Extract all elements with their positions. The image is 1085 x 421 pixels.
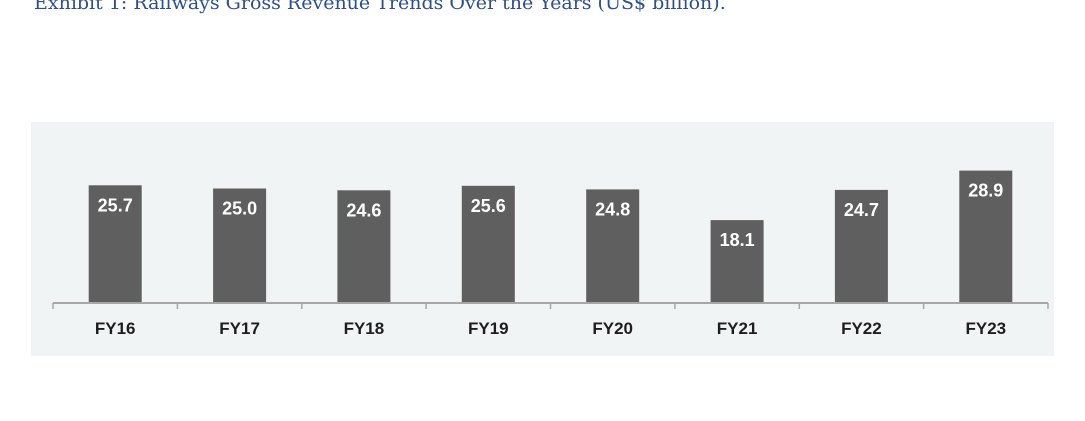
bar-value-label-fy20: 24.8 <box>595 199 630 219</box>
bar-value-label-fy19: 25.6 <box>471 196 506 216</box>
bar-fy20 <box>586 189 640 303</box>
bar-value-label-fy22: 24.7 <box>844 200 879 220</box>
bar-fy17 <box>213 188 267 303</box>
bar-value-label-fy21: 18.1 <box>720 230 755 250</box>
x-axis <box>52 302 1049 309</box>
chart-title: Exhibit 1: Railways Gross Revenue Trends… <box>34 0 726 14</box>
x-tick-label-fy18: FY18 <box>344 319 385 338</box>
x-tick-label-fy21: FY21 <box>717 319 758 338</box>
x-tick-label-fy20: FY20 <box>592 319 633 338</box>
x-tick-label-fy22: FY22 <box>841 319 882 338</box>
bar-value-label-fy18: 24.6 <box>346 200 381 220</box>
x-tick-label-fy16: FY16 <box>95 319 136 338</box>
bar-fy19 <box>461 185 515 303</box>
bars-group: 25.7 25.0 24.6 25.6 24.8 18.1 24.7 28.9 <box>88 170 1013 303</box>
bar-fy23 <box>959 170 1013 303</box>
x-tick-label-fy23: FY23 <box>965 319 1006 338</box>
bar-value-label-fy23: 28.9 <box>968 181 1003 201</box>
x-tick-label-fy19: FY19 <box>468 319 509 338</box>
x-tick-label-fy17: FY17 <box>219 319 260 338</box>
bar-fy18 <box>337 190 391 303</box>
bar-fy22 <box>834 189 888 303</box>
bar-value-label-fy16: 25.7 <box>98 195 133 215</box>
chart-panel: 25.7 25.0 24.6 25.6 24.8 18.1 24.7 28.9 FY16 FY1… <box>31 122 1054 356</box>
bar-value-label-fy17: 25.0 <box>222 199 257 219</box>
x-tick-labels: FY16 FY17 FY18 FY19 FY20 FY21 FY22 FY23 <box>95 319 1006 338</box>
bar-fy16 <box>88 185 142 303</box>
bar-fy21 <box>710 220 764 303</box>
bar-chart: 25.7 25.0 24.6 25.6 24.818.124.728.9 FY16 FY1… <box>52 170 1049 338</box>
